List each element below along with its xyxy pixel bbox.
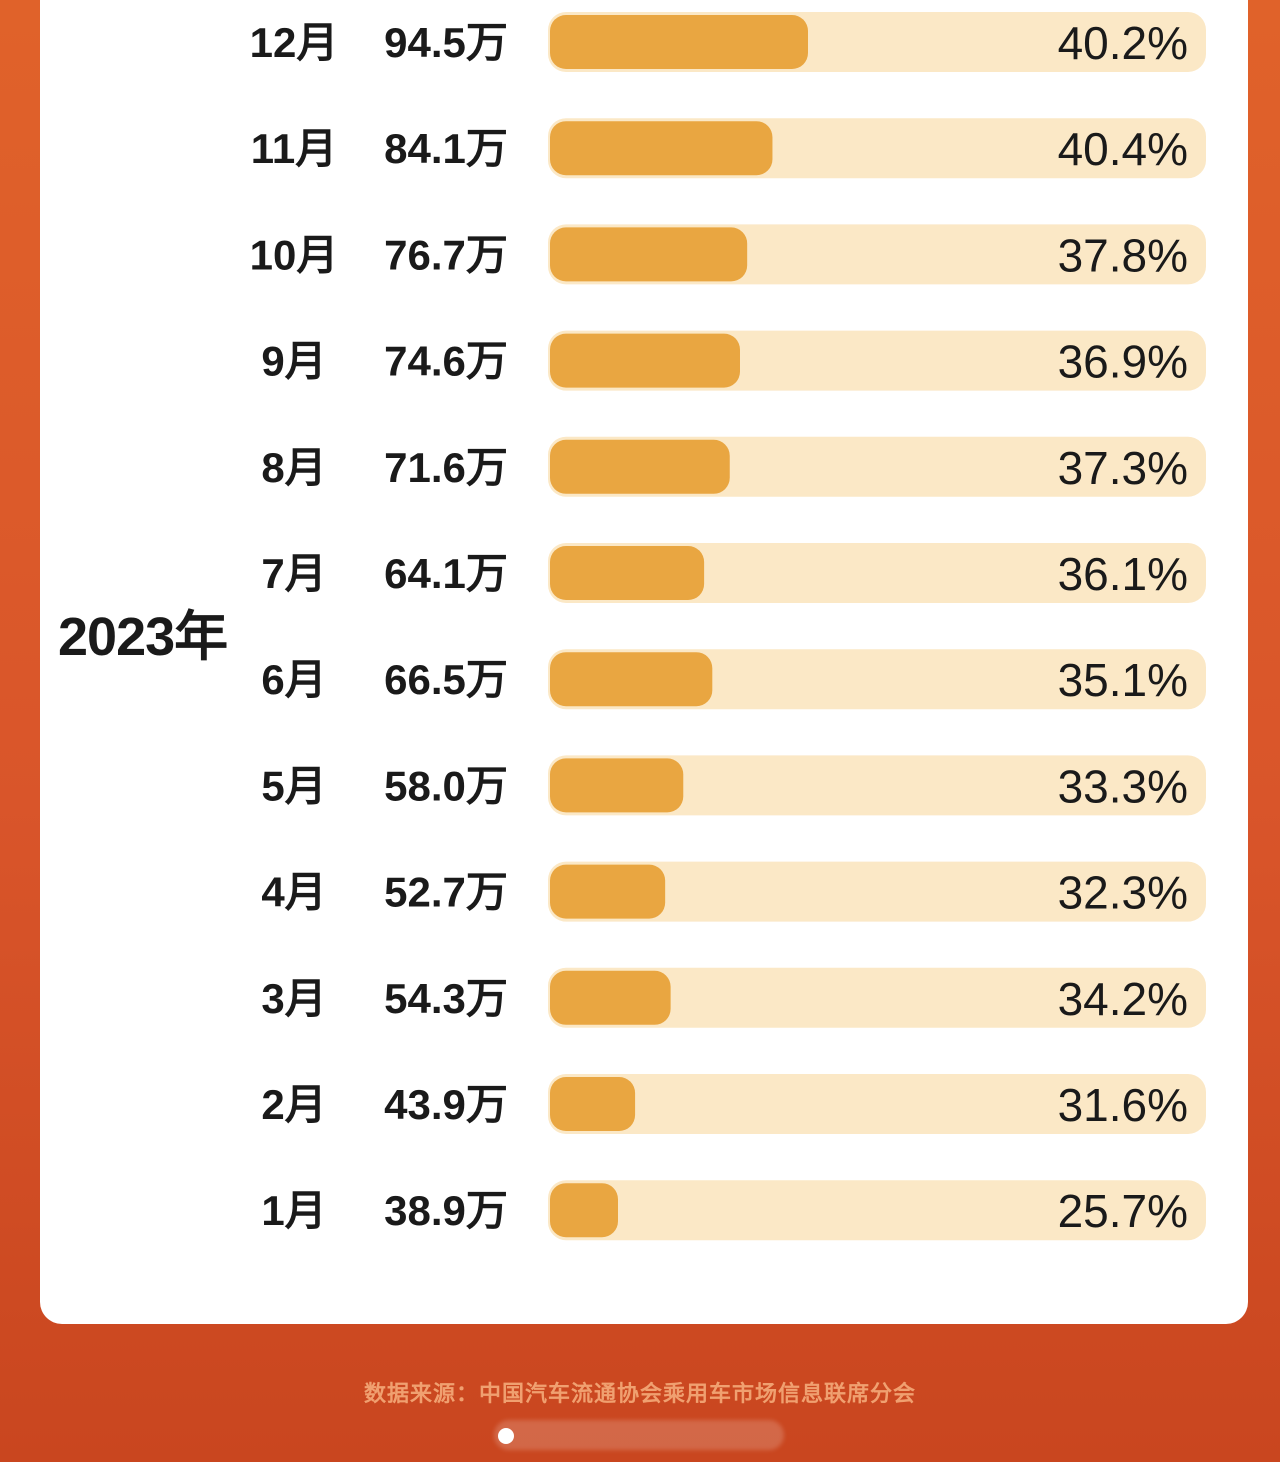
month-label: 12月: [250, 19, 339, 66]
bar: [550, 970, 671, 1025]
bar-track: [548, 543, 1206, 603]
value-label: 94.5万: [384, 19, 508, 66]
month-label: 4月: [261, 869, 326, 916]
percent-label: 40.2%: [1058, 17, 1188, 69]
month-label: 7月: [261, 550, 326, 597]
bar: [550, 439, 730, 494]
value-label: 71.6万: [384, 444, 508, 491]
bar: [550, 121, 773, 176]
bar: [550, 227, 748, 282]
value-label: 66.5万: [384, 656, 508, 703]
month-label: 9月: [261, 338, 326, 385]
month-label: 5月: [261, 762, 326, 809]
month-label: 3月: [261, 975, 326, 1022]
value-label: 64.1万: [384, 550, 508, 597]
bar: [550, 546, 705, 600]
value-label: 52.7万: [384, 869, 508, 916]
bar-track: [548, 1180, 1206, 1241]
value-label: 84.1万: [384, 125, 508, 172]
month-label: 8月: [261, 444, 326, 491]
percent-label: 31.6%: [1058, 1079, 1188, 1131]
bar-chart: 12月 94.5万 40.2% 11月 84.1万 40.4% 10月 76.7万 37.8% 9…: [250, 12, 1206, 1241]
percent-label: 37.8%: [1058, 229, 1188, 281]
month-label: 1月: [261, 1187, 326, 1234]
bar-track: [548, 1074, 1206, 1134]
month-label: 2月: [261, 1081, 326, 1128]
bar: [550, 864, 666, 919]
value-label: 54.3万: [384, 975, 508, 1022]
month-label: 6月: [261, 656, 326, 703]
bar: [550, 758, 684, 813]
year-label: 2023年: [58, 607, 228, 667]
percent-label: 37.3%: [1058, 442, 1188, 494]
percent-label: 25.7%: [1058, 1185, 1188, 1237]
month-label: 11月: [251, 125, 337, 172]
value-label: 43.9万: [384, 1081, 508, 1128]
bar: [550, 333, 740, 388]
percent-label: 40.4%: [1058, 123, 1188, 175]
bar-track: [548, 755, 1206, 816]
watermark: [494, 1420, 784, 1450]
value-label: 58.0万: [384, 762, 508, 809]
bar-track: [548, 861, 1206, 922]
value-label: 38.9万: [384, 1187, 508, 1234]
bar: [550, 1077, 636, 1131]
percent-label: 32.3%: [1058, 867, 1188, 919]
watermark-logo-icon: [498, 1428, 514, 1444]
data-source-note: 数据来源：中国汽车流通协会乘用车市场信息联席分会: [363, 1381, 916, 1406]
value-label: 76.7万: [384, 231, 508, 278]
bar: [550, 15, 808, 69]
percent-label: 36.1%: [1058, 548, 1188, 600]
percent-label: 33.3%: [1058, 760, 1188, 812]
bar: [550, 652, 713, 707]
bar-track: [548, 649, 1206, 710]
percent-label: 36.9%: [1058, 336, 1188, 388]
bar-track: [548, 967, 1206, 1028]
percent-label: 35.1%: [1058, 654, 1188, 706]
percent-label: 34.2%: [1058, 973, 1188, 1025]
bar: [550, 1183, 618, 1238]
month-label: 10月: [250, 231, 339, 278]
value-label: 74.6万: [384, 338, 508, 385]
